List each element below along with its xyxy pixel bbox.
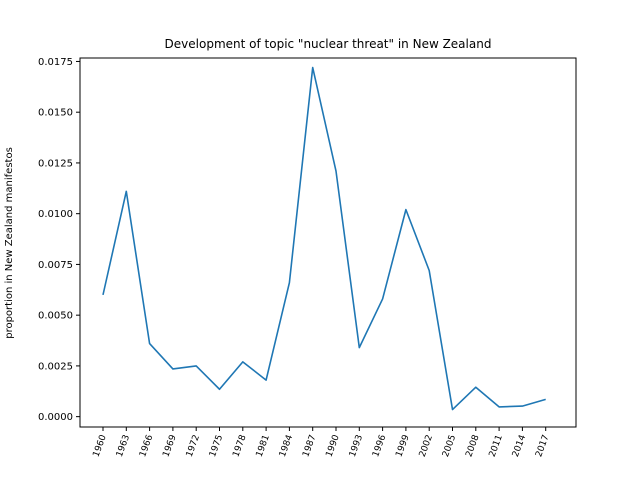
y-tick-label: 0.0150 [38,108,73,119]
x-tick-label: 1996 [371,433,388,458]
x-tick-label: 2011 [488,434,505,459]
plot-frame [79,57,577,428]
x-tick-label: 1987 [301,434,318,459]
x-tick-label: 1978 [231,433,248,458]
x-tick-label: 2008 [464,433,481,458]
x-tick-label: 2002 [418,434,435,459]
y-axis-label: proportion in New Zealand manifestos [4,147,15,339]
x-tick-label: 1972 [185,434,202,459]
x-tick-label: 1969 [161,433,178,458]
x-tick-label: 1960 [92,433,109,458]
y-axis: 0.0000 0.0025 0.0050 0.0075 0.0100 0.0125 0.01… [38,57,80,423]
y-tick-label: 0.0125 [38,158,73,169]
x-tick-label: 1981 [255,434,272,459]
y-tick-label: 0.0100 [38,209,73,220]
x-tick-label: 1993 [348,434,365,459]
x-tick-label: 2014 [511,433,528,458]
x-tick-label: 1975 [208,434,225,459]
x-tick-label: 1963 [115,434,132,459]
x-tick-label: 1984 [278,433,295,458]
plot-series [102,66,546,411]
x-tick-label: 1999 [394,433,411,458]
x-axis: 1960 1963 1966 1969 1972 1975 1978 1981 1984 1987… [92,427,552,459]
x-tick-label: 2017 [534,434,551,459]
y-tick-label: 0.0175 [38,57,73,68]
x-tick-label: 2005 [441,434,458,459]
y-tick-label: 0.0075 [38,260,73,271]
x-tick-label: 1990 [325,433,342,458]
chart-title: Development of topic "nuclear threat" in… [165,37,492,51]
x-tick-label: 1966 [138,433,155,458]
y-tick-label: 0.0025 [38,361,73,372]
y-tick-label: 0.0000 [38,412,73,423]
y-tick-label: 0.0050 [38,311,73,322]
series-line [102,66,546,411]
